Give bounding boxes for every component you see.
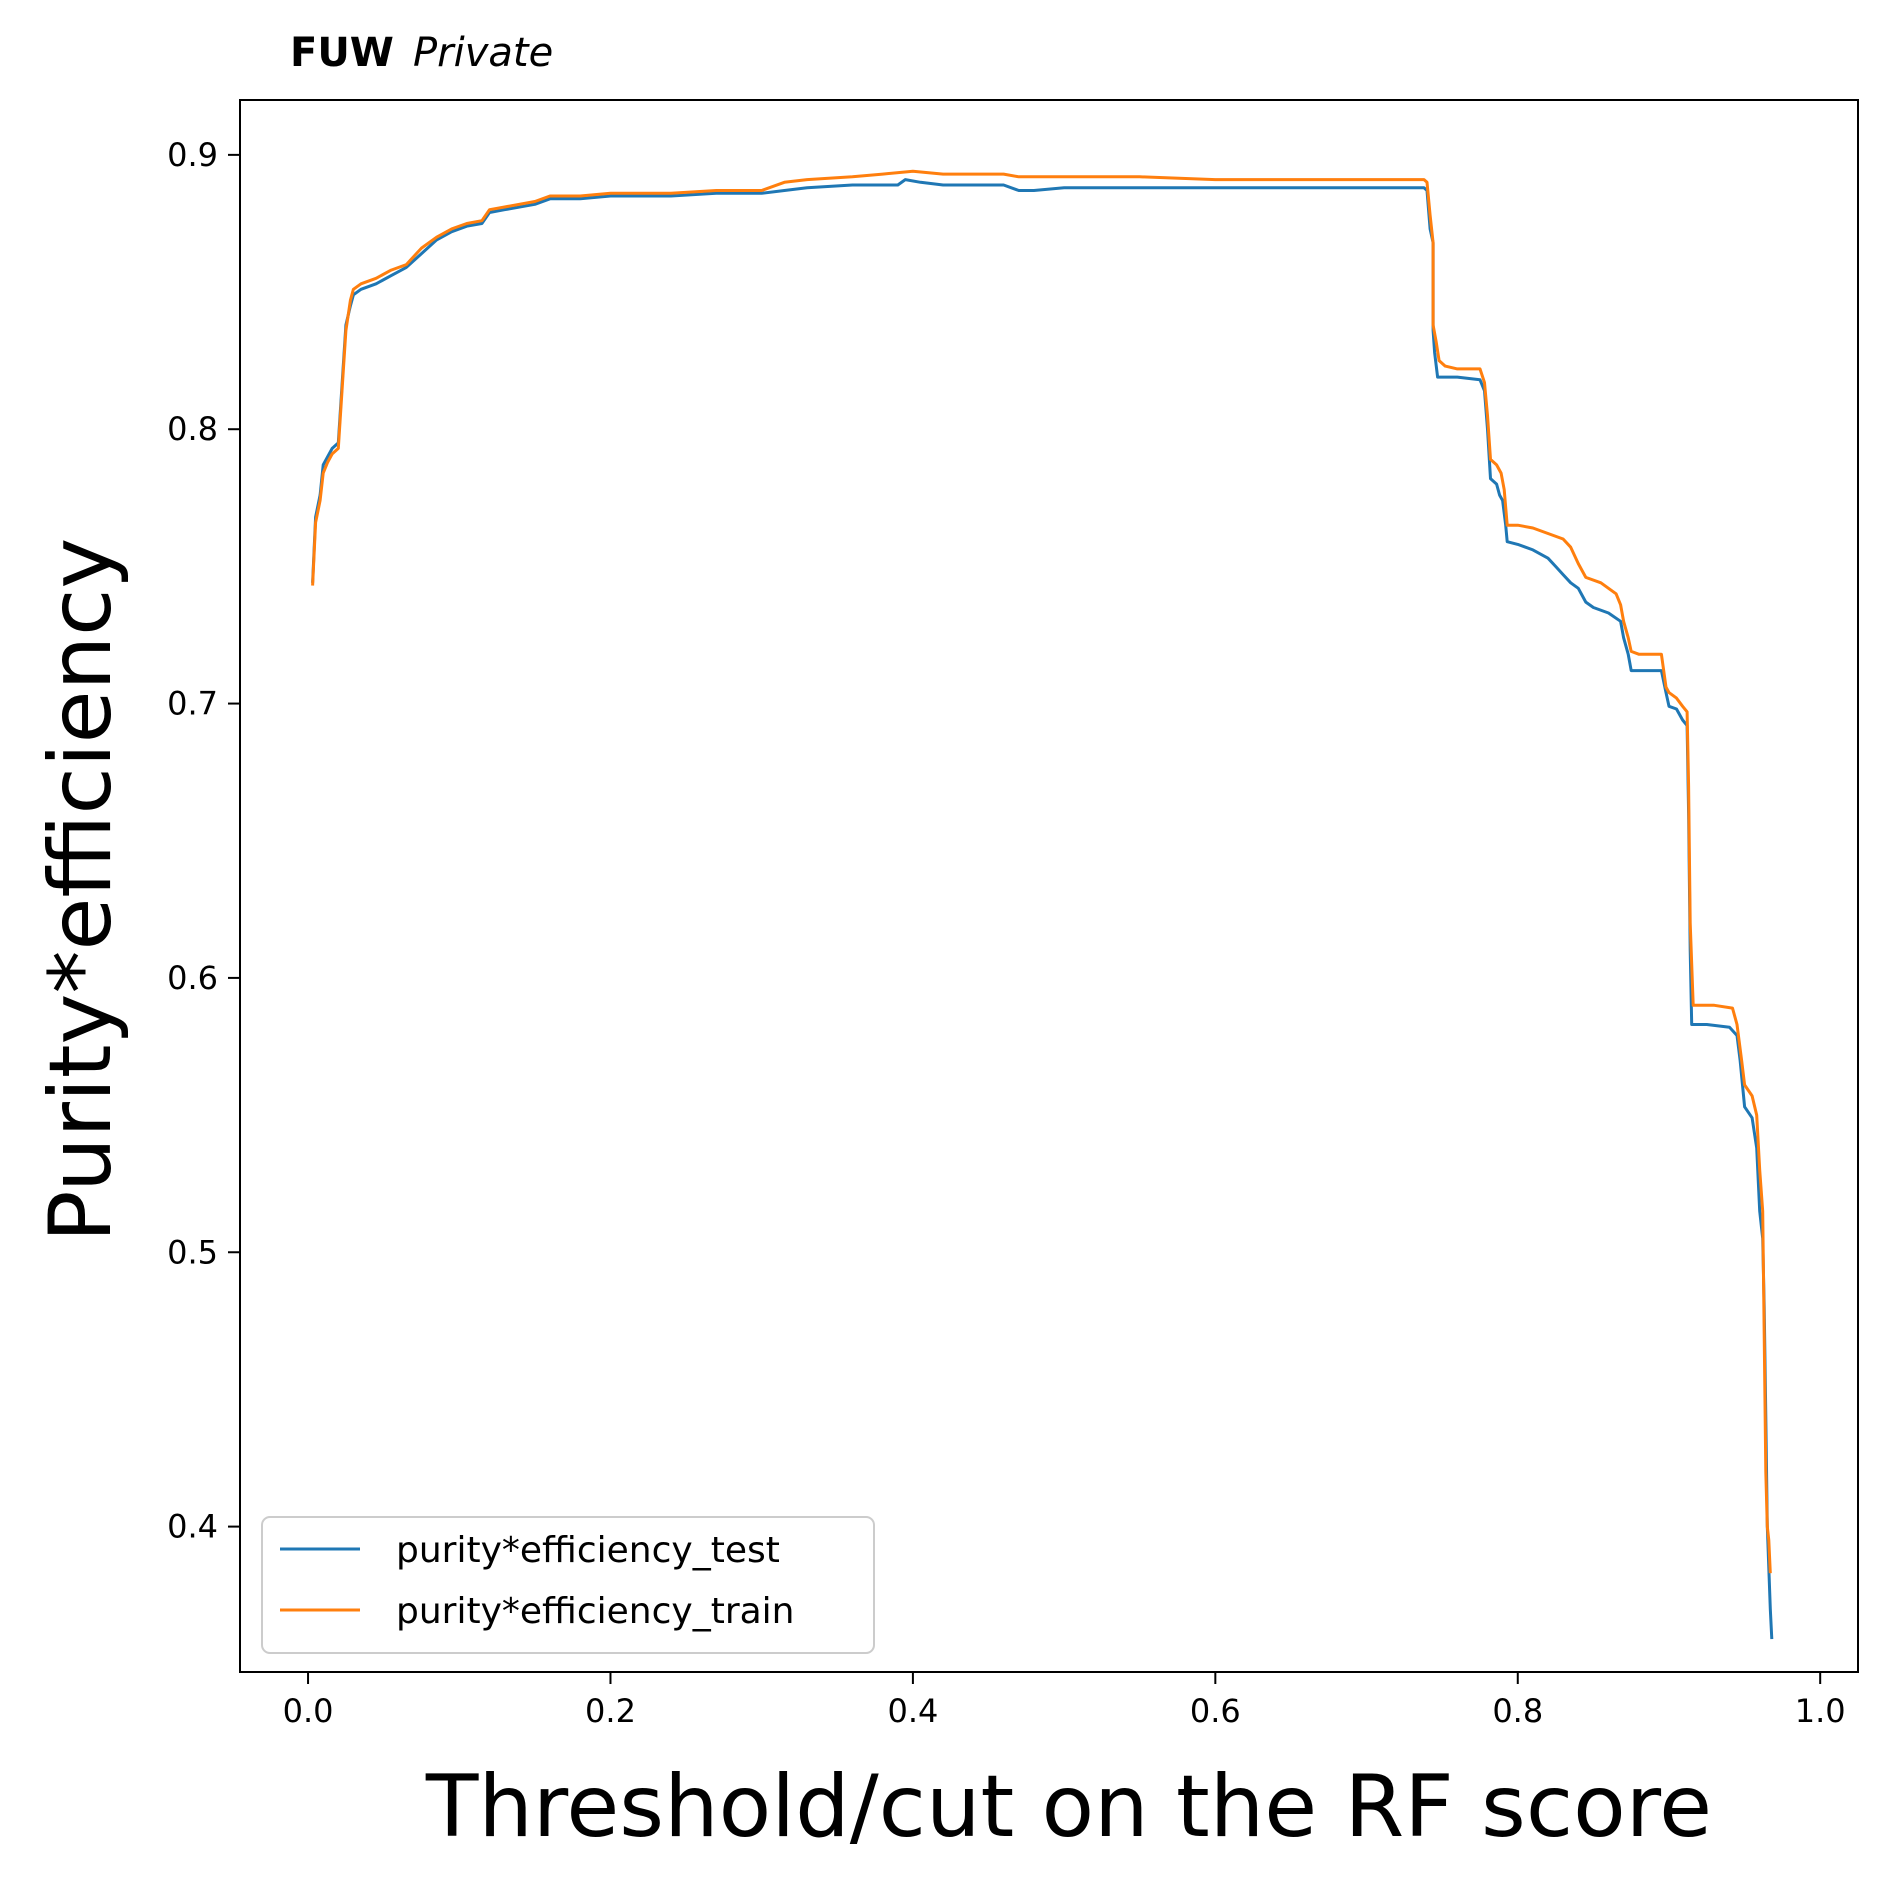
- series-line-test: [311, 178, 1774, 1640]
- x-axis-ticks: 0.0 0.2 0.4 0.6 0.8 1.0: [283, 1672, 1846, 1730]
- x-tick-label: 1.0: [1795, 1692, 1846, 1730]
- x-tick-label: 0.8: [1492, 1692, 1543, 1730]
- x-tick-label: 0.0: [283, 1692, 334, 1730]
- y-axis-title: Purity*efficiency: [31, 538, 131, 1243]
- legend: purity*efficiency_test purity*efficiency…: [261, 1516, 875, 1654]
- y-axis-ticks: 0.4 0.5 0.6 0.7 0.8 0.9: [167, 136, 240, 1546]
- y-tick-label: 0.9: [167, 136, 218, 174]
- y-tick-label: 0.5: [167, 1233, 218, 1271]
- y-tick-label: 0.8: [167, 410, 218, 448]
- x-tick-label: 0.4: [887, 1692, 938, 1730]
- series-layer: [311, 169, 1774, 1640]
- series-line-train: [311, 169, 1772, 1574]
- x-tick-label: 0.6: [1190, 1692, 1241, 1730]
- plot-frame: [239, 99, 1859, 1673]
- watermark-bold: FUW: [290, 30, 394, 76]
- legend-label-test: purity*efficiency_test: [396, 1530, 780, 1571]
- legend-label-train: purity*efficiency_train: [396, 1591, 795, 1632]
- watermark-italic: Private: [413, 30, 553, 76]
- legend-box: [261, 1516, 875, 1654]
- y-tick-label: 0.4: [167, 1508, 218, 1546]
- watermark: FUW Private: [290, 30, 553, 76]
- x-tick-label: 0.2: [585, 1692, 636, 1730]
- y-tick-label: 0.7: [167, 685, 218, 723]
- x-axis-title: Threshold/cut on the RF score: [425, 1757, 1712, 1857]
- y-tick-label: 0.6: [167, 959, 218, 997]
